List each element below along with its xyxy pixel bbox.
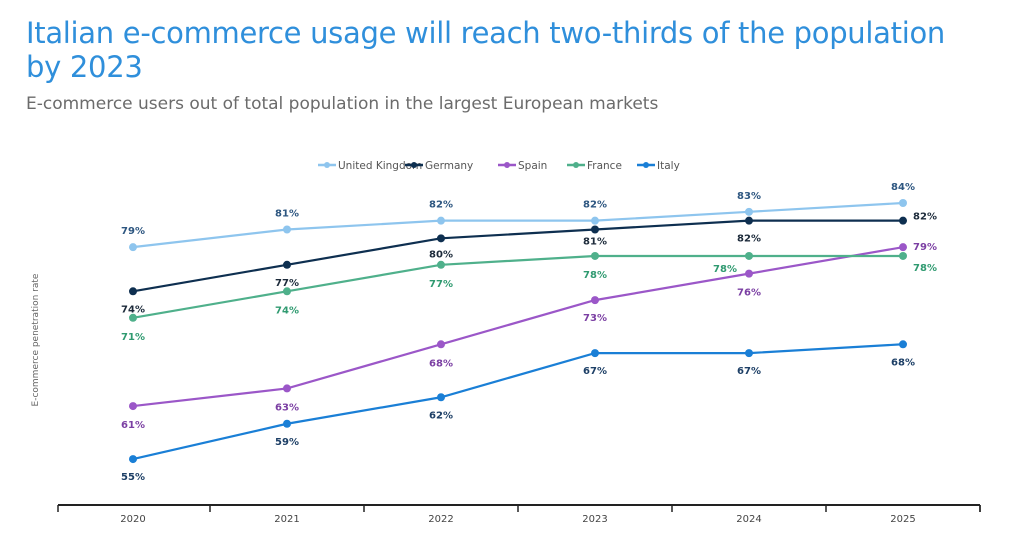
data-label: 71% (121, 332, 145, 343)
data-label: 63% (275, 402, 299, 413)
data-point (899, 251, 907, 260)
data-point (591, 296, 599, 305)
data-point (745, 349, 753, 358)
data-label: 79% (913, 242, 937, 253)
data-label: 83% (737, 191, 761, 202)
data-point (437, 340, 445, 349)
data-point (745, 216, 753, 225)
data-label: 68% (891, 357, 915, 368)
data-label: 59% (275, 437, 299, 448)
series-line-italy (132, 343, 904, 461)
legend-marker-4 (643, 162, 649, 168)
legend-label-4: Italy (657, 160, 680, 172)
data-point (591, 251, 599, 260)
data-label: 61% (121, 420, 145, 431)
x-tick-label: 2021 (274, 514, 299, 525)
data-label: 80% (429, 249, 453, 260)
chart-subtitle: E-commerce users out of total population… (26, 94, 659, 114)
data-label: 62% (429, 410, 453, 421)
data-point (591, 225, 599, 234)
data-point (591, 216, 599, 225)
data-point (899, 216, 907, 225)
data-point (283, 287, 291, 296)
data-point (129, 243, 137, 252)
data-label: 82% (429, 200, 453, 211)
data-point (437, 216, 445, 225)
data-label: 55% (121, 472, 145, 483)
data-label: 77% (429, 279, 453, 290)
legend-marker-2 (504, 162, 510, 168)
data-point (437, 393, 445, 402)
data-point (129, 455, 137, 464)
data-label: 74% (275, 305, 299, 316)
x-tick-label: 2020 (120, 514, 145, 525)
data-label: 67% (583, 366, 607, 377)
data-point (745, 251, 753, 260)
data-label: 74% (121, 304, 145, 315)
legend-marker-3 (573, 162, 579, 168)
legend-label-0: United Kingdom (338, 160, 422, 172)
series-line-united-kingdom (132, 201, 904, 249)
data-point (129, 402, 137, 411)
legend-label-2: Spain (518, 160, 547, 172)
data-point (283, 225, 291, 234)
data-point (745, 207, 753, 216)
data-label: 78% (913, 263, 937, 274)
data-label: 77% (275, 278, 299, 289)
series-line-spain (132, 246, 904, 408)
legend-label-1: Germany (425, 160, 473, 172)
data-point (283, 384, 291, 393)
x-tick-label: 2022 (428, 514, 453, 525)
legend-marker-0 (324, 162, 330, 168)
data-label: 81% (275, 208, 299, 219)
legend-label-3: France (587, 160, 622, 172)
data-label: 82% (737, 234, 761, 245)
data-label: 84% (891, 182, 915, 193)
data-label: 78% (583, 270, 607, 281)
data-label: 68% (429, 358, 453, 369)
data-point (283, 260, 291, 269)
x-tick-label: 2023 (582, 514, 607, 525)
x-tick-label: 2025 (890, 514, 915, 525)
data-point (745, 269, 753, 278)
data-point (437, 260, 445, 269)
data-label: 67% (737, 366, 761, 377)
y-axis-label: E-commerce penetration rate (31, 273, 41, 406)
data-point (899, 199, 907, 207)
data-label: 73% (583, 313, 607, 324)
data-label: 81% (583, 236, 607, 247)
data-point (899, 340, 907, 349)
data-point (437, 234, 445, 243)
data-label: 82% (583, 200, 607, 211)
series-line-france (132, 254, 903, 319)
data-label: 78% (713, 264, 737, 275)
data-point (129, 287, 137, 296)
legend-marker-1 (411, 162, 417, 168)
x-tick-label: 2024 (736, 514, 761, 525)
data-point (899, 243, 907, 252)
data-label: 76% (737, 288, 761, 299)
data-point (283, 419, 291, 428)
data-label: 82% (913, 212, 937, 223)
data-point (129, 313, 137, 322)
series-line-germany (132, 219, 903, 293)
data-point (591, 349, 599, 358)
chart-title: Italian e-commerce usage will reach two-… (26, 16, 945, 84)
data-label: 79% (121, 226, 145, 237)
